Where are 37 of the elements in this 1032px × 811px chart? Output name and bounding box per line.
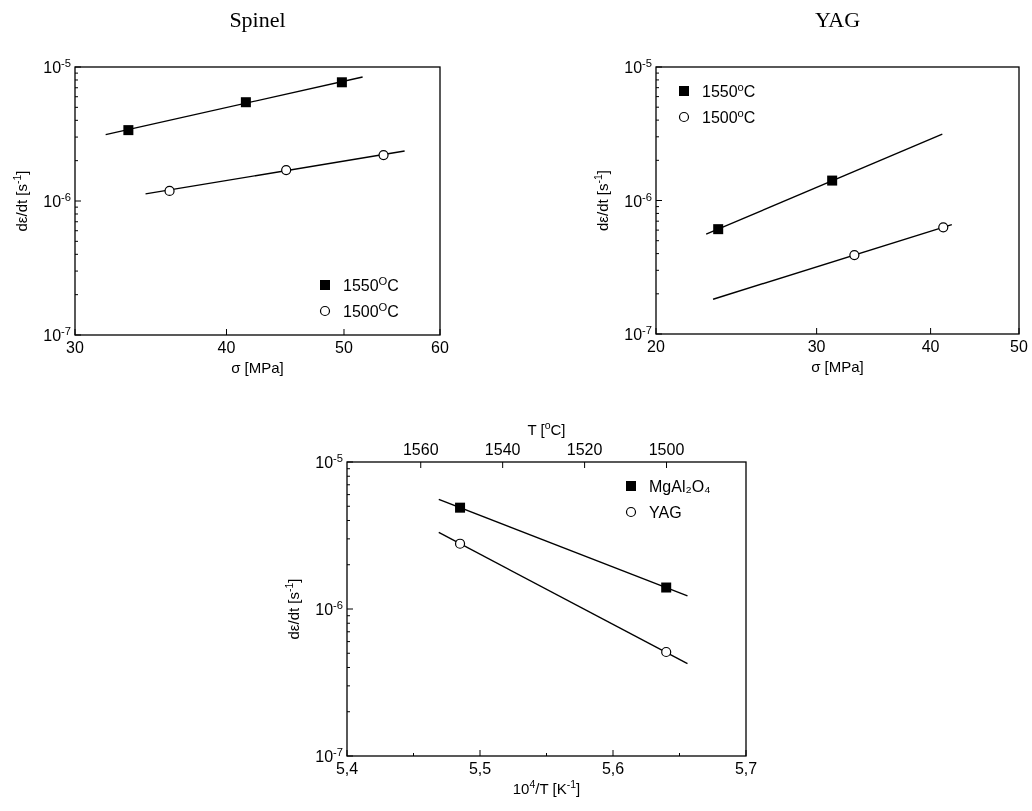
x-tick-label: 60 [431, 339, 449, 356]
point [454, 538, 466, 549]
x2-tick-label: 1520 [566, 441, 603, 458]
x-tick-label: 50 [335, 339, 353, 356]
x-tick-label: 5,7 [734, 760, 758, 777]
x-axis-title: 10$^{4}$/T [K$^{-1}$] [512, 778, 581, 797]
x-tick-label: 30 [66, 339, 84, 356]
x-axis-title: σ [MPa] [231, 359, 284, 376]
legend-label: 1550$^{O}$C [343, 275, 399, 294]
legend-label: 1550$^{o}$C [702, 81, 756, 100]
x2-axis-title: T [$^{o}$C] [527, 419, 566, 438]
x2-tick-label: 1500 [648, 441, 685, 458]
x-tick-label: 20 [647, 338, 665, 355]
x-tick-label: 50 [1010, 338, 1028, 355]
x2-tick-label: 1540 [484, 441, 521, 458]
y-tick-label: 10$^{-5}$ [43, 57, 71, 76]
y-tick-label: 10$^{-5}$ [624, 57, 652, 76]
legend-label: 1500$^{o}$C [702, 107, 756, 126]
y-tick-label: 10$^{-6}$ [315, 599, 343, 618]
legend-label: YAG [649, 504, 682, 521]
point [661, 582, 672, 593]
y-tick-label: 10$^{-6}$ [43, 191, 71, 210]
x-tick-label: 30 [807, 338, 826, 355]
x-axis-title: σ [MPa] [811, 358, 864, 375]
chart-title: YAG [814, 7, 861, 32]
x2-tick-label: 1560 [402, 441, 439, 458]
point [661, 646, 672, 658]
y-tick-label: 10$^{-5}$ [315, 452, 343, 471]
point [455, 502, 466, 513]
legend-label: MgAl₂O₄ [649, 478, 711, 495]
chart-title: Spinel [229, 7, 286, 32]
x-tick-label: 5,5 [468, 760, 492, 777]
x-tick-label: 40 [921, 338, 940, 355]
y-tick-label: 10$^{-6}$ [624, 190, 652, 210]
x-tick-label: 40 [217, 339, 236, 356]
legend-label: 1500$^{O}$C [343, 301, 399, 320]
x-tick-label: 5,6 [601, 760, 625, 777]
